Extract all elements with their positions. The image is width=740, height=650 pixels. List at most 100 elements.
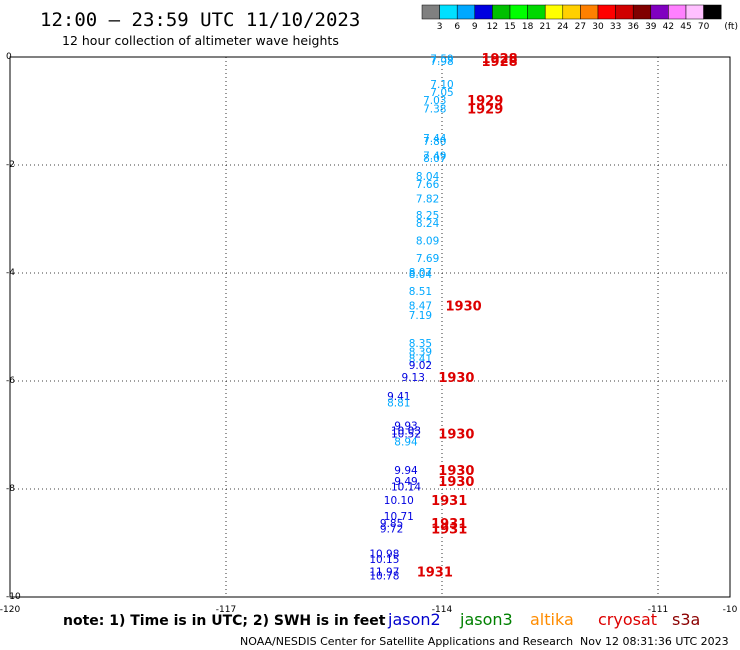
plot-area: 0-2-4-6-8-10 -120-117-114-111-108-10 7.5…: [0, 52, 738, 615]
swh-value-label: 10.03: [391, 426, 421, 438]
swh-value-label: 7.98: [430, 56, 453, 68]
swh-value-label: 11.97: [369, 567, 399, 579]
swh-value-label: 7.05: [430, 87, 453, 99]
swh-value-label: 8.47: [409, 300, 432, 312]
color-scale-legend: 3 6 9 12 15 18 21 24 27 30 33 36 39 42 45 70 (ft): [421, 4, 738, 32]
chart-subtitle: 12 hour collection of altimeter wave hei…: [62, 33, 339, 48]
colorbar-label: 42: [663, 22, 674, 32]
swh-value-label: 7.80: [423, 136, 446, 148]
swh-value-label: 10.15: [369, 554, 399, 566]
swh-value-label: 7.03: [423, 95, 446, 107]
colorbar-label: 3: [437, 22, 443, 32]
swh-value-label: 9.94: [394, 465, 418, 477]
swh-value-label: 8.07: [409, 267, 432, 279]
pass-time-label: 1930: [438, 371, 474, 386]
swh-value-label: 7.66: [416, 179, 440, 191]
swh-value-label: 7.82: [416, 193, 439, 205]
pass-time-label: 1928: [482, 52, 518, 67]
swh-value-label: 8.39: [409, 346, 432, 358]
swh-value-label: 8.04: [416, 171, 440, 183]
colorbar-label: 24: [557, 22, 569, 32]
colorbar-swatch: [668, 4, 687, 20]
colorbar-swatch: [597, 4, 616, 20]
colorbar-swatch: [562, 4, 581, 20]
pass-time-label: 1928: [482, 55, 518, 70]
swh-value-label: 9.41: [387, 391, 410, 403]
satellite-legend-altika: altika: [530, 610, 574, 629]
pass-time-label: 1930: [438, 427, 474, 442]
colorbar-swatch: [492, 4, 511, 20]
y-tick-label: -8: [6, 484, 15, 494]
colorbar-unit: (ft): [724, 22, 738, 32]
y-tick-label: -6: [6, 376, 15, 386]
swh-value-label: 7.49: [423, 150, 446, 162]
chart-title: 12:00 – 23:59 UTC 11/10/2023: [40, 9, 360, 31]
swh-value-label: 8.41: [409, 353, 432, 365]
satellite-legend-jason3: jason3: [459, 610, 513, 629]
x-tick-label: -114: [432, 605, 453, 615]
pass-time-label: 1931: [431, 517, 467, 532]
swh-value-label: 7.19: [409, 310, 432, 322]
swh-value-label: 9.93: [394, 420, 417, 432]
swh-value-label: 8.07: [423, 153, 446, 165]
colorbar-swatch: [615, 4, 634, 20]
colorbar-swatch: [703, 4, 722, 20]
swh-value-label: 7.38: [423, 103, 446, 115]
y-tick-label: -2: [6, 160, 15, 170]
swh-value-label: 8.94: [394, 436, 418, 448]
swh-value-label: 8.81: [387, 398, 410, 410]
colorbar-swatch: [456, 4, 476, 20]
swh-value-label: 8.04: [409, 269, 433, 281]
colorbar-swatch: [474, 4, 493, 20]
swh-value-label: 9.49: [394, 476, 417, 488]
swh-value-label: 8.35: [409, 338, 432, 350]
pass-time-label: 1931: [417, 566, 453, 581]
colorbar-swatch: [580, 4, 599, 20]
pass-time-label: 1929: [467, 102, 503, 117]
footer-credit: NOAA/NESDIS Center for Satellite Applica…: [240, 635, 573, 648]
swh-value-label: 10.14: [391, 481, 421, 493]
swh-value-label: 7.44: [423, 133, 447, 145]
swh-value-label: 9.72: [380, 523, 403, 535]
colorbar-label: 15: [504, 22, 515, 32]
satellite-legend-s3a: s3a: [672, 610, 700, 629]
colorbar-swatch: [527, 4, 546, 20]
pass-time-label: 1930: [446, 299, 482, 314]
x-axis: -120-117-114-111-108-10: [0, 605, 738, 615]
colorbar-swatch: [685, 4, 704, 20]
x-tick-label: -117: [216, 605, 236, 615]
colorbar-swatch: [632, 4, 652, 20]
x-tick-label: -10: [723, 605, 738, 615]
swh-value-label: 10.98: [369, 548, 399, 560]
plot-frame: [9, 56, 731, 598]
gridlines: [10, 57, 730, 597]
footer-timestamp: Nov 12 08:31:36 UTC 2023: [580, 635, 729, 648]
swh-value-label: 9.85: [380, 518, 403, 530]
colorbar-swatch: [439, 4, 458, 20]
colorbar-label: 70: [698, 22, 710, 32]
y-tick-label: -4: [6, 268, 15, 278]
colorbar-label: 45: [680, 22, 691, 32]
x-tick-label: -120: [0, 605, 20, 615]
y-axis: 0 -2 -4 -6 -8 -10: [6, 52, 21, 602]
colorbar-label: 33: [610, 22, 621, 32]
swh-value-label: 7.10: [430, 79, 453, 91]
colorbar-label: 12: [487, 22, 498, 32]
track-cryosat: 7.597.987.107.057.037.387.447.807.498.07…: [369, 52, 517, 582]
colorbar-swatch: [421, 4, 440, 20]
swh-value-label: 8.25: [416, 210, 439, 222]
colorbar-label: 39: [645, 22, 657, 32]
satellite-legend-cryosat: cryosat: [598, 610, 657, 629]
swh-value-label: 10.71: [384, 511, 414, 523]
colorbar-label: 18: [522, 22, 534, 32]
colorbar-swatch: [544, 4, 564, 20]
x-tick-label: -111: [648, 605, 668, 615]
swh-value-label: 8.51: [409, 286, 432, 298]
colorbar-label: 6: [454, 22, 460, 32]
satellite-legend: jason2 jason3 altika cryosat s3a: [387, 610, 700, 629]
swh-value-label: 9.13: [402, 372, 425, 384]
pass-time-label: 1931: [431, 522, 467, 537]
colorbar-label: 9: [472, 22, 478, 32]
swh-value-label: 10.78: [369, 570, 399, 582]
y-tick-label: -10: [6, 592, 21, 602]
